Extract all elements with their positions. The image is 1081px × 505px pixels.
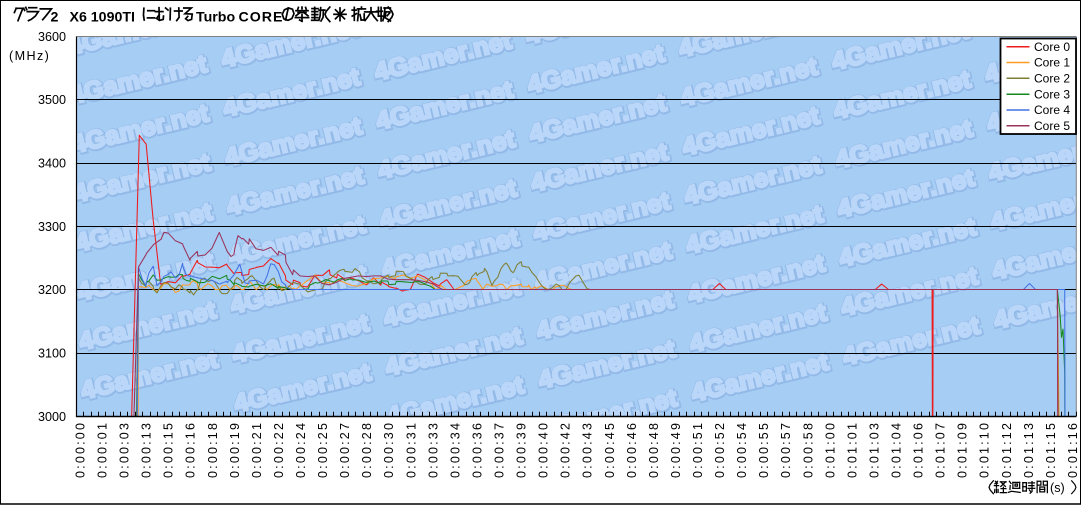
svg-text:0:00:31: 0:00:31 — [404, 421, 418, 478]
svg-text:0:01:01: 0:01:01 — [845, 421, 859, 478]
svg-text:X6 1090TI: X6 1090TI — [70, 9, 135, 25]
svg-text:0:00:36: 0:00:36 — [471, 421, 485, 478]
svg-text:3200: 3200 — [38, 283, 66, 297]
svg-text:0:00:25: 0:00:25 — [316, 421, 330, 478]
svg-text:3500: 3500 — [38, 93, 66, 107]
svg-text:(MHz): (MHz) — [9, 49, 50, 63]
svg-text:0:00:46: 0:00:46 — [625, 421, 639, 478]
svg-text:0:00:37: 0:00:37 — [493, 421, 507, 478]
svg-text:Turbo: Turbo — [196, 9, 235, 25]
svg-text:0:00:01: 0:00:01 — [96, 421, 110, 478]
svg-text:0:00:54: 0:00:54 — [735, 421, 749, 478]
svg-text:0:01:04: 0:01:04 — [890, 421, 904, 478]
svg-text:Core 4: Core 4 — [1034, 103, 1070, 117]
svg-text:0:00:45: 0:00:45 — [603, 421, 617, 478]
svg-text:0:00:42: 0:00:42 — [559, 421, 573, 478]
svg-text:0:00:27: 0:00:27 — [338, 421, 352, 478]
svg-text:2: 2 — [51, 9, 59, 25]
svg-text:0:00:58: 0:00:58 — [801, 421, 815, 478]
svg-text:0:00:52: 0:00:52 — [713, 421, 727, 478]
svg-text:0:01:15: 0:01:15 — [1044, 421, 1058, 478]
svg-text:0:01:13: 0:01:13 — [1022, 421, 1036, 478]
svg-text:0:00:15: 0:00:15 — [162, 421, 176, 478]
svg-text:0:00:55: 0:00:55 — [757, 421, 771, 478]
svg-text:0:00:16: 0:00:16 — [184, 421, 198, 478]
svg-text:3400: 3400 — [38, 157, 66, 171]
svg-text:CORE: CORE — [239, 9, 284, 25]
svg-text:3000: 3000 — [38, 410, 66, 424]
svg-text:0:00:33: 0:00:33 — [426, 421, 440, 478]
svg-text:Core 3: Core 3 — [1034, 87, 1070, 101]
svg-text:0:00:22: 0:00:22 — [272, 421, 286, 478]
svg-text:0:00:24: 0:00:24 — [294, 421, 308, 478]
svg-text:Core 0: Core 0 — [1034, 40, 1070, 54]
svg-text:0:00:30: 0:00:30 — [382, 421, 396, 478]
svg-text:0:01:06: 0:01:06 — [912, 421, 926, 478]
svg-text:0:00:34: 0:00:34 — [448, 421, 462, 478]
svg-text:Core 2: Core 2 — [1034, 72, 1070, 86]
svg-text:0:01:10: 0:01:10 — [978, 421, 992, 478]
svg-text:Core 5: Core 5 — [1034, 119, 1070, 133]
svg-text:0:00:18: 0:00:18 — [206, 421, 220, 478]
svg-text:0:01:03: 0:01:03 — [867, 421, 881, 478]
svg-text:0:00:43: 0:00:43 — [581, 421, 595, 478]
svg-text:0:00:03: 0:00:03 — [118, 421, 132, 478]
svg-text:3300: 3300 — [38, 220, 66, 234]
svg-text:0:01:12: 0:01:12 — [1000, 421, 1014, 478]
svg-text:0:01:07: 0:01:07 — [934, 421, 948, 478]
svg-text:3600: 3600 — [38, 30, 66, 44]
svg-text:0:00:51: 0:00:51 — [691, 421, 705, 478]
svg-text:0:00:13: 0:00:13 — [140, 421, 154, 478]
svg-text:0:01:16: 0:01:16 — [1066, 421, 1080, 478]
svg-text:0:00:21: 0:00:21 — [250, 421, 264, 478]
svg-text:Core 1: Core 1 — [1034, 56, 1070, 70]
svg-text:0:01:09: 0:01:09 — [956, 421, 970, 478]
svg-text:(s): (s) — [1050, 481, 1065, 495]
svg-text:0:00:00: 0:00:00 — [74, 421, 88, 478]
svg-text:3100: 3100 — [38, 347, 66, 361]
svg-text:0:00:39: 0:00:39 — [515, 421, 529, 478]
svg-text:0:00:57: 0:00:57 — [779, 421, 793, 478]
svg-text:0:00:28: 0:00:28 — [360, 421, 374, 478]
svg-text:0:00:40: 0:00:40 — [537, 421, 551, 478]
svg-text:0:00:19: 0:00:19 — [228, 421, 242, 478]
svg-text:0:00:49: 0:00:49 — [669, 421, 683, 478]
svg-text:0:01:00: 0:01:00 — [823, 421, 837, 478]
svg-text:0:00:48: 0:00:48 — [647, 421, 661, 478]
